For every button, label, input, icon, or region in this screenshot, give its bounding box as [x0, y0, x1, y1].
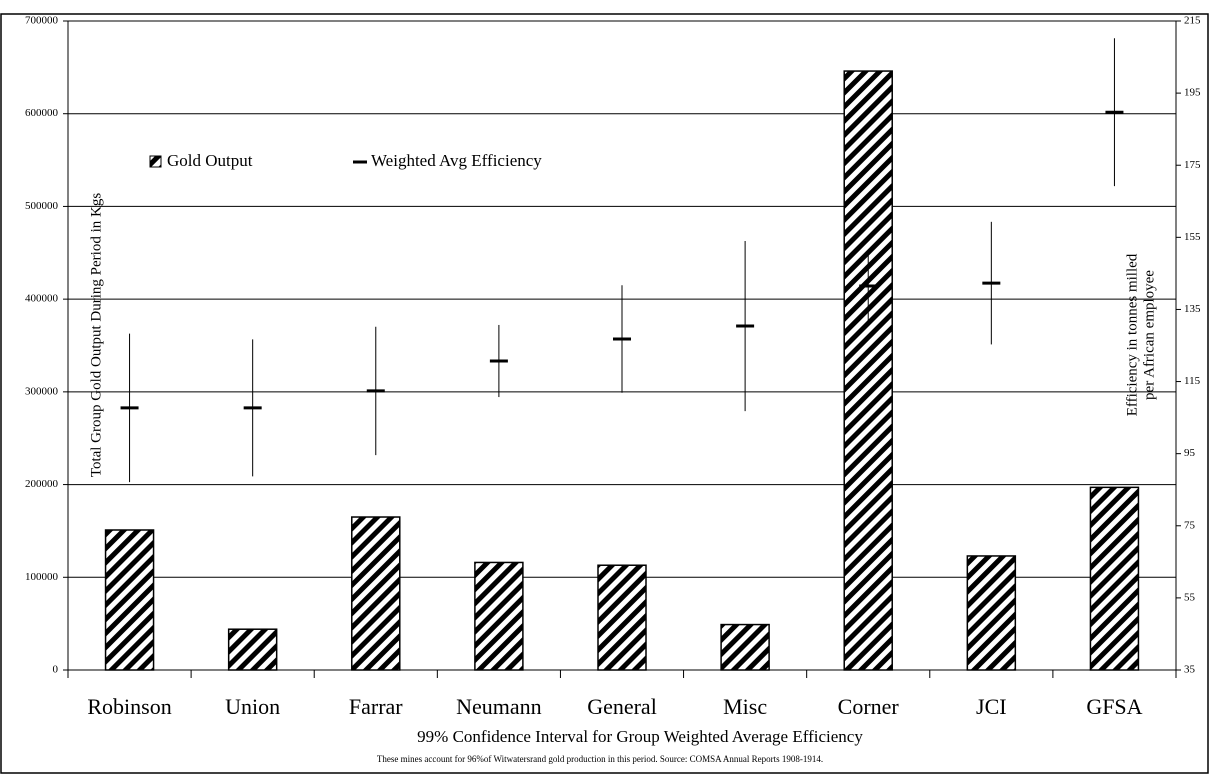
y2-tick-label: 195 — [1184, 87, 1201, 99]
x-tick-label: Union — [225, 694, 280, 719]
y-tick-label: 400000 — [25, 293, 59, 305]
x-axis-title: 99% Confidence Interval for Group Weight… — [417, 727, 863, 746]
y2-tick-label: 75 — [1184, 519, 1196, 531]
y2-tick-label: 35 — [1184, 664, 1196, 676]
x-tick-label: Neumann — [456, 694, 542, 719]
y-tick-label: 300000 — [25, 385, 59, 397]
y2-tick-label: 155 — [1184, 231, 1201, 243]
y-tick-label: 100000 — [25, 571, 59, 583]
legend-label: Gold Output — [167, 151, 253, 170]
bar — [843, 70, 893, 671]
bar — [597, 564, 647, 671]
y2-tick-label: 95 — [1184, 447, 1196, 459]
y-tick-label: 0 — [53, 664, 59, 676]
frame — [0, 13, 1209, 774]
bar — [104, 529, 155, 671]
y-tick-label: 700000 — [25, 15, 59, 27]
legend-swatch — [149, 155, 162, 168]
y-tick-label: 600000 — [25, 107, 59, 119]
legend-label: Weighted Avg Efficiency — [371, 151, 542, 170]
y2-tick-label: 175 — [1184, 159, 1201, 171]
y2-tick-label: 115 — [1184, 375, 1201, 387]
footnote: These mines account for 96%of Witwatersr… — [377, 754, 823, 764]
bar — [351, 516, 401, 671]
x-tick-label: GFSA — [1086, 694, 1142, 719]
y2-axis-title: per African employee — [1141, 270, 1157, 400]
bar — [227, 628, 278, 671]
y-tick-label: 200000 — [25, 478, 59, 490]
x-tick-label: Misc — [723, 694, 767, 719]
x-tick-label: Farrar — [349, 694, 403, 719]
bar — [720, 623, 770, 671]
y2-axis-title: Efficiency in tonnes milled — [1124, 253, 1140, 416]
x-tick-label: JCI — [976, 694, 1007, 719]
bar — [966, 555, 1017, 671]
y2-tick-label: 55 — [1184, 591, 1196, 603]
x-tick-label: Corner — [838, 694, 900, 719]
x-tick-label: Robinson — [87, 694, 171, 719]
bar — [474, 561, 524, 671]
y2-tick-label: 215 — [1184, 15, 1201, 27]
bar — [1089, 486, 1140, 671]
y-tick-label: 500000 — [25, 200, 59, 212]
x-tick-label: General — [587, 694, 657, 719]
y-axis-title: Total Group Gold Output During Period in… — [88, 193, 104, 478]
y2-tick-label: 135 — [1184, 303, 1201, 315]
